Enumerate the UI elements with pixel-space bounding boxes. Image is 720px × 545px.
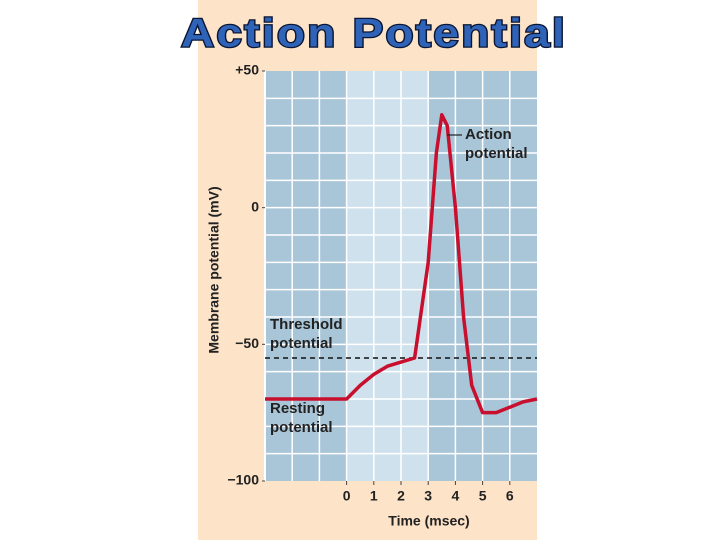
annotation: Threshold: [270, 316, 343, 333]
y-axis-label: Membrane potential (mV): [206, 186, 222, 353]
x-tick-label: 2: [397, 488, 405, 504]
annotation: Resting: [270, 400, 325, 417]
annotation: Action: [465, 126, 512, 143]
x-tick-label: 3: [424, 488, 432, 504]
y-tick-label: −100: [227, 472, 259, 488]
chart-title: Action Potential: [181, 12, 567, 56]
data-line: [265, 112, 538, 415]
x-tick-label: 5: [479, 488, 487, 504]
y-tick-label: −50: [235, 335, 259, 351]
x-tick-label: 1: [370, 488, 378, 504]
annotation: potential: [270, 335, 333, 352]
x-tick-label: 0: [343, 488, 351, 504]
annotation: potential: [270, 419, 333, 436]
y-tick-label: 0: [251, 198, 259, 214]
x-axis-label: Time (msec): [388, 513, 469, 529]
y-tick-label: +50: [235, 62, 259, 78]
x-tick-label: 6: [506, 488, 514, 504]
shaded-span: [346, 71, 429, 481]
x-tick-label: 4: [452, 488, 460, 504]
annotation: potential: [465, 145, 528, 162]
